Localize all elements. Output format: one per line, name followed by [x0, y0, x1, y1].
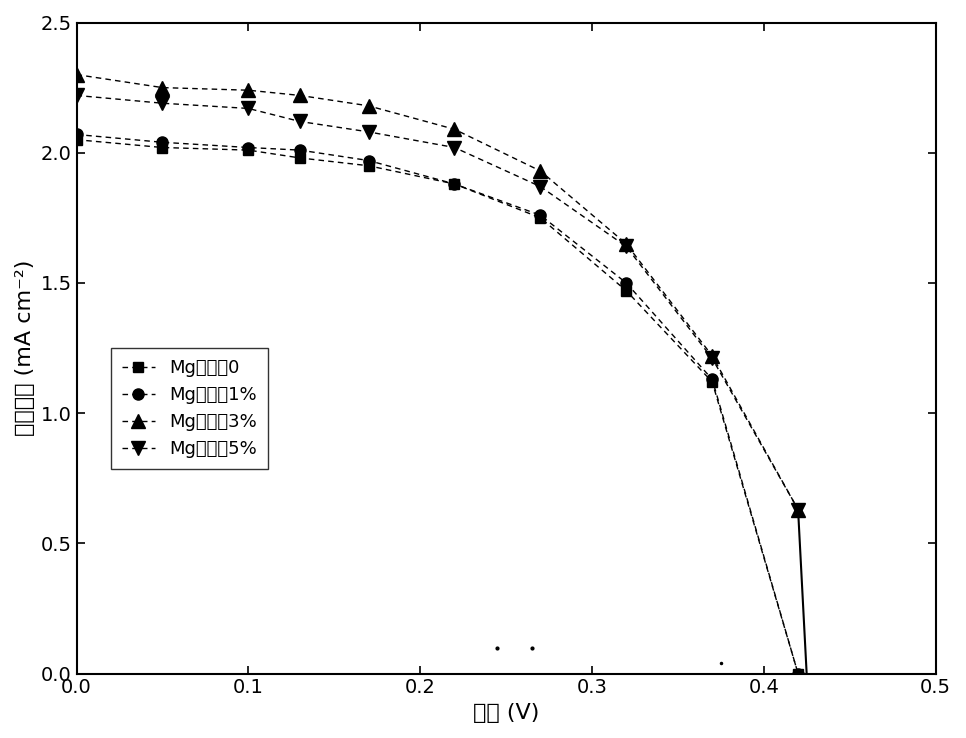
Mg掺杂量5%	[242, 104, 254, 113]
Line: Mg掺杂量0: Mg掺杂量0	[71, 135, 803, 678]
Y-axis label: 电流密度 (mA cm⁻²): 电流密度 (mA cm⁻²)	[15, 260, 35, 436]
Mg掺杂量3%	[534, 167, 546, 176]
Mg掺杂量1%	[620, 278, 632, 287]
Line: Mg掺杂量3%: Mg掺杂量3%	[70, 68, 805, 517]
Mg掺杂量3%	[71, 70, 82, 79]
Mg掺杂量0	[448, 179, 460, 188]
Mg掺杂量3%	[448, 125, 460, 134]
Mg掺杂量5%	[71, 91, 82, 100]
Mg掺杂量0	[242, 145, 254, 154]
Mg掺杂量5%	[294, 117, 305, 126]
Mg掺杂量0	[156, 143, 168, 152]
Mg掺杂量5%	[363, 128, 375, 137]
Mg掺杂量5%	[534, 182, 546, 191]
Mg掺杂量0	[363, 162, 375, 170]
X-axis label: 电压 (V): 电压 (V)	[472, 703, 539, 723]
Mg掺杂量5%	[706, 354, 718, 363]
Mg掺杂量5%	[792, 505, 804, 514]
Mg掺杂量1%	[534, 211, 546, 220]
Mg掺杂量5%	[156, 99, 168, 108]
Mg掺杂量1%	[156, 138, 168, 147]
Mg掺杂量3%	[792, 505, 804, 514]
Mg掺杂量0	[534, 213, 546, 222]
Mg掺杂量1%	[242, 143, 254, 152]
Mg掺杂量0	[620, 286, 632, 295]
Mg掺杂量0	[71, 135, 82, 144]
Mg掺杂量1%	[294, 145, 305, 154]
Mg掺杂量5%	[620, 242, 632, 251]
Mg掺杂量3%	[620, 239, 632, 248]
Mg掺杂量3%	[156, 83, 168, 92]
Mg掺杂量0	[706, 377, 718, 386]
Mg掺杂量1%	[792, 669, 804, 678]
Mg掺杂量1%	[71, 130, 82, 139]
Mg掺杂量5%	[448, 143, 460, 152]
Mg掺杂量3%	[294, 91, 305, 100]
Line: Mg掺杂量5%: Mg掺杂量5%	[70, 89, 805, 517]
Mg掺杂量1%	[363, 156, 375, 165]
Line: Mg掺杂量1%: Mg掺杂量1%	[71, 129, 804, 679]
Mg掺杂量3%	[706, 351, 718, 360]
Mg掺杂量0	[294, 154, 305, 162]
Mg掺杂量3%	[363, 101, 375, 110]
Legend: Mg掺杂量0, Mg掺杂量1%, Mg掺杂量3%, Mg掺杂量5%: Mg掺杂量0, Mg掺杂量1%, Mg掺杂量3%, Mg掺杂量5%	[111, 348, 268, 469]
Mg掺杂量1%	[706, 375, 718, 384]
Mg掺杂量3%	[242, 86, 254, 94]
Mg掺杂量0	[792, 669, 804, 678]
Mg掺杂量1%	[448, 179, 460, 188]
